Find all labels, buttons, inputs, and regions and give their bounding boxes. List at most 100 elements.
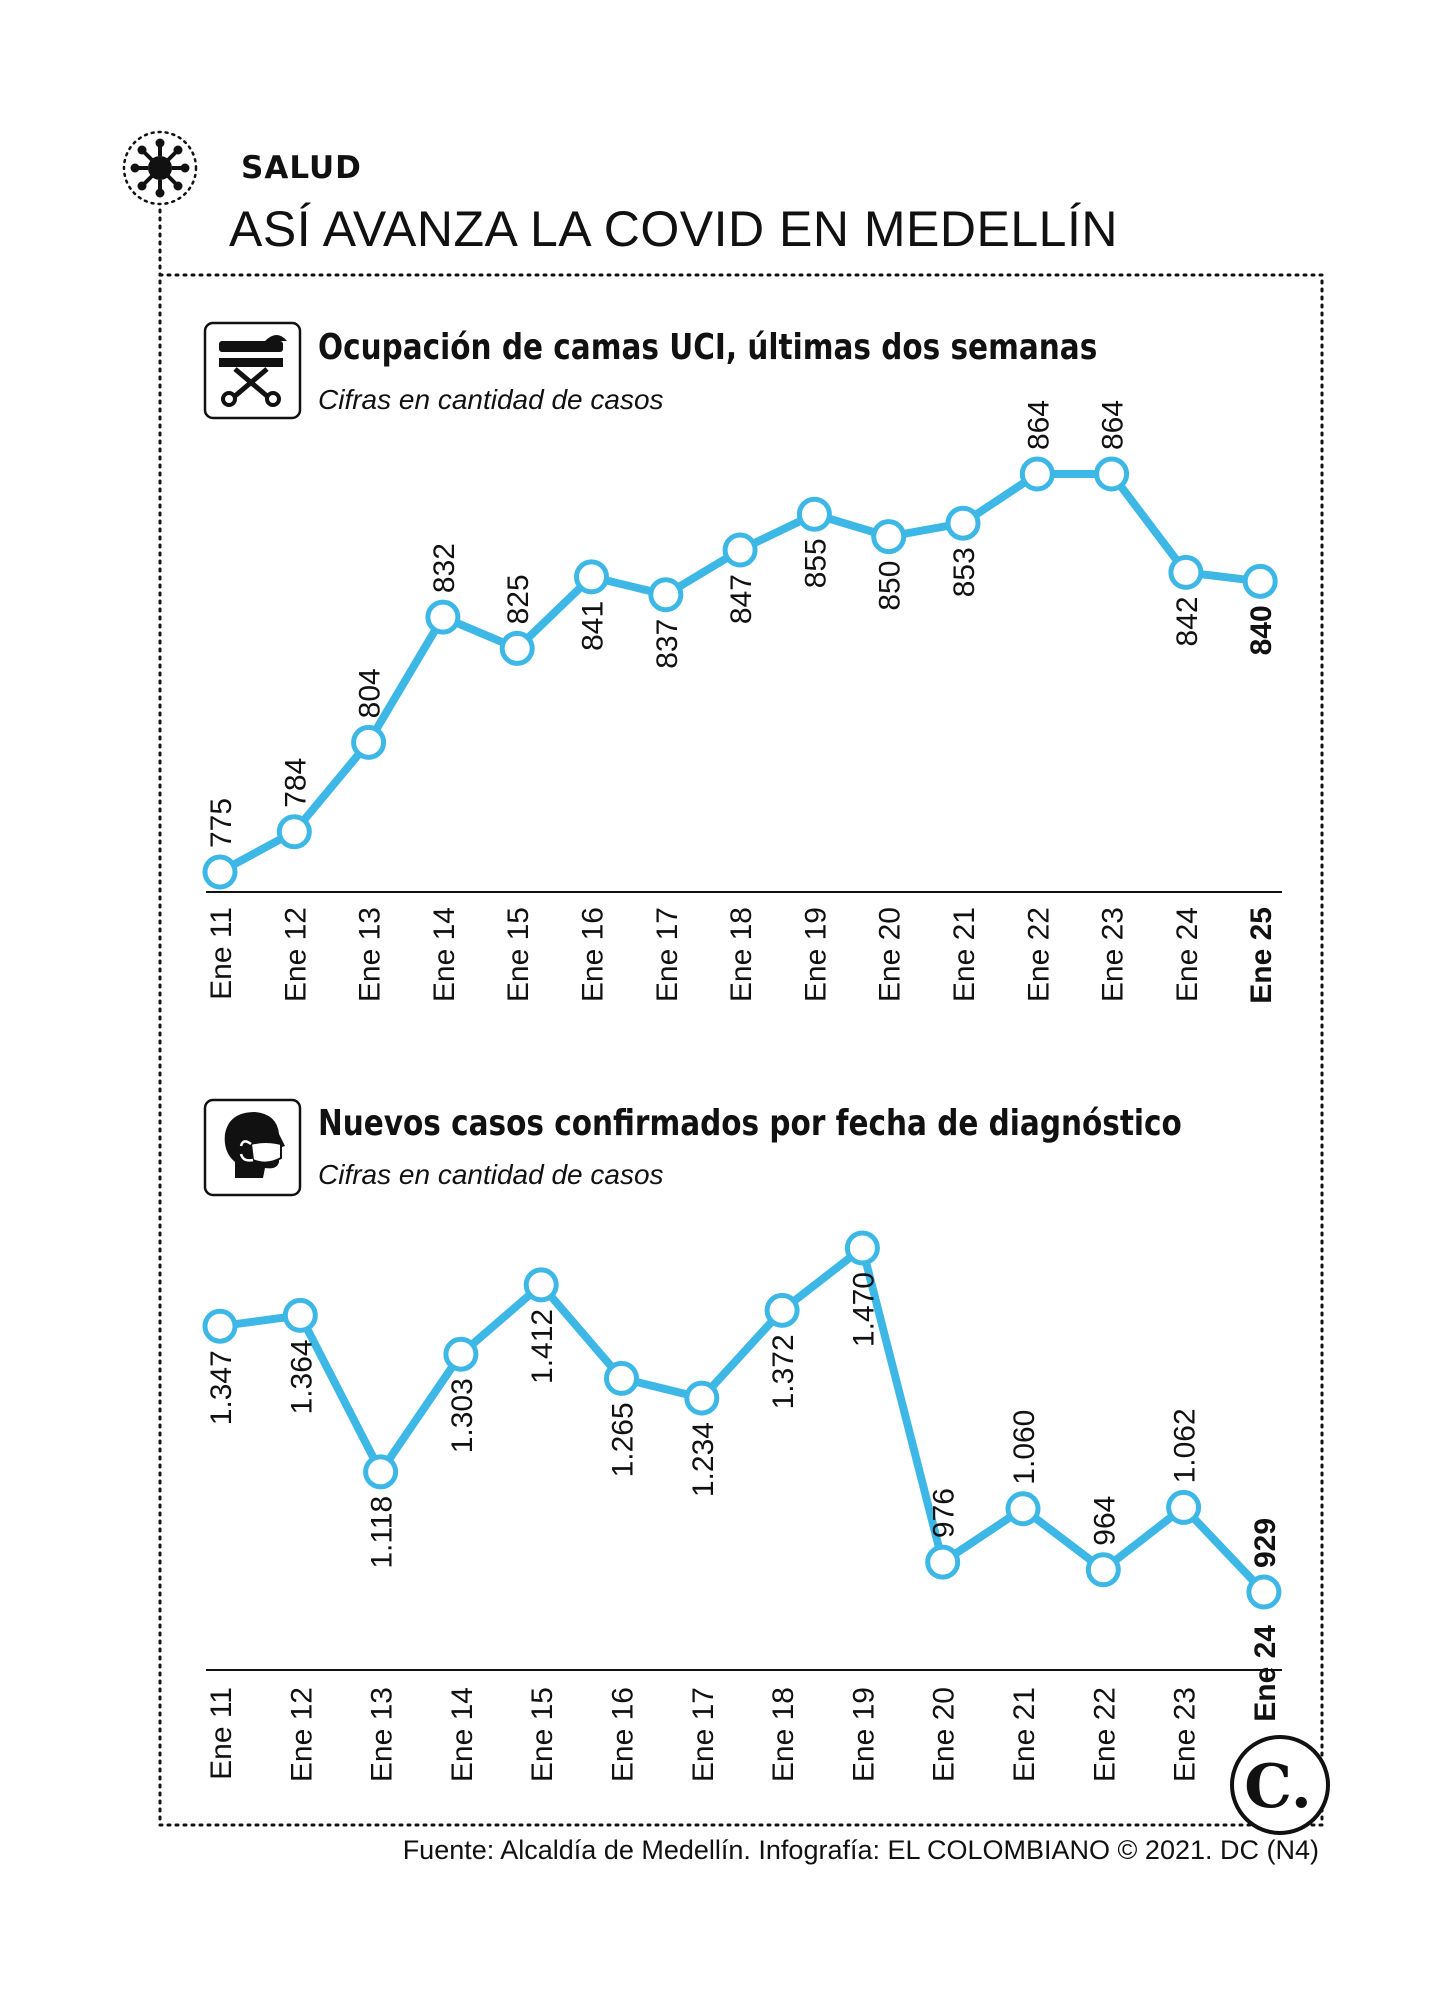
- chart2-value-label: 1.060: [1008, 1410, 1041, 1485]
- chart1-value-label: 864: [1097, 400, 1130, 450]
- chart1-value-label: 864: [1022, 400, 1055, 450]
- chart2-category-label: Ene 19: [847, 1687, 880, 1782]
- chart2-point: [1166, 1489, 1202, 1525]
- chart1-value-label: 841: [577, 601, 610, 651]
- chart2-value-label: 1.303: [446, 1378, 479, 1453]
- chart2-subtitle: Cifras en cantidad de casos: [318, 1159, 664, 1190]
- chart2-value-label: 1.265: [607, 1402, 640, 1477]
- chart2-category-label: Ene 14: [446, 1687, 479, 1782]
- chart1-category-label: Ene 22: [1022, 907, 1055, 1002]
- chart1-category-label: Ene 17: [651, 907, 684, 1002]
- chart2-value-label: 1.062: [1169, 1408, 1202, 1483]
- chart1-category-label: Ene 11: [205, 907, 238, 1000]
- chart2-value-label: 1.118: [366, 1496, 399, 1569]
- chart1-title: Ocupación de camas UCI, últimas dos sema…: [318, 327, 1098, 368]
- chart2-category-label: Ene 13: [366, 1687, 399, 1782]
- chart1-point: [648, 577, 684, 613]
- chart1-point: [351, 724, 387, 760]
- chart2-point: [523, 1267, 559, 1303]
- chart1-point: [1168, 554, 1204, 590]
- chart1-value-label: 850: [874, 561, 907, 611]
- chart2-category-label: Ene 17: [687, 1687, 720, 1782]
- chart2-point: [202, 1308, 238, 1344]
- chart1-value-label: 842: [1171, 596, 1204, 646]
- el-colombiano-logo: C.: [1230, 1735, 1330, 1835]
- chart2-value-label: 964: [1088, 1496, 1121, 1546]
- chart2-value-label: 1.234: [687, 1422, 720, 1497]
- chart2-category-label: Ene 22: [1088, 1687, 1121, 1782]
- chart1-subtitle: Cifras en cantidad de casos: [318, 384, 664, 415]
- section-label: SALUD: [241, 150, 362, 186]
- page-title: ASÍ AVANZA LA COVID EN MEDELLÍN: [229, 201, 1118, 257]
- dotted-frame: [158, 273, 1324, 1827]
- chart2-point: [282, 1297, 318, 1333]
- chart2-point: [1085, 1552, 1121, 1588]
- chart1-value-label: 840: [1245, 605, 1278, 655]
- chart2-title: Nuevos casos confirmados por fecha de di…: [318, 1103, 1182, 1144]
- chart1-category-label: Ene 19: [799, 907, 832, 1002]
- chart1-value-label: 784: [279, 758, 312, 808]
- chart1-category-label: Ene 14: [428, 907, 461, 1002]
- chart1-value-label: 825: [502, 574, 535, 624]
- stretcher-icon: [203, 321, 302, 420]
- chart2-value-label: 1.372: [767, 1334, 800, 1409]
- chart1-plot: 775 Ene 11 784 Ene 12 804 Ene 13 832 Ene 14 825 E…: [202, 400, 1278, 1004]
- chart1-point: [1019, 456, 1055, 492]
- virus-icon: [122, 130, 198, 206]
- chart1-value-label: 837: [651, 619, 684, 669]
- chart2-category-label: Ene 21: [1008, 1687, 1041, 1782]
- chart1-value-label: 804: [354, 668, 387, 718]
- chart1-point: [945, 505, 981, 541]
- chart1-point: [871, 519, 907, 555]
- chart1-category-label: Ene 23: [1097, 907, 1130, 1002]
- source-footer: Fuente: Alcaldía de Medellín. Infografía…: [402, 1835, 1319, 1865]
- face-mask-icon: [203, 1098, 302, 1197]
- chart1-point: [425, 599, 461, 635]
- chart2-value-label: 1.412: [526, 1309, 559, 1384]
- chart2-point: [1005, 1491, 1041, 1527]
- chart2-plot: 1.347 Ene 11 1.364 Ene 12 1.118 Ene 13 1.303 En…: [202, 1230, 1282, 1782]
- chart2-category-label: Ene 23: [1169, 1687, 1202, 1782]
- chart1-point: [1094, 456, 1130, 492]
- chart1-value-label: 847: [725, 574, 758, 624]
- chart2-value-label: 929: [1249, 1518, 1282, 1568]
- chart1-value-label: 855: [799, 538, 832, 588]
- chart1-category-label: Ene 25: [1245, 907, 1278, 1004]
- chart1-point: [574, 559, 609, 595]
- chart2-point: [363, 1454, 399, 1490]
- chart2-category-label: Ene 15: [526, 1687, 559, 1782]
- chart1-point: [722, 532, 758, 568]
- chart1-category-label: Ene 21: [948, 907, 981, 1002]
- chart1-value-label: 853: [948, 547, 981, 597]
- chart2-point: [844, 1230, 880, 1266]
- chart2-value-label: 1.364: [285, 1339, 318, 1414]
- chart1-category-label: Ene 13: [354, 907, 387, 1002]
- chart2-category-label: Ene 18: [767, 1687, 800, 1782]
- chart2-point: [764, 1292, 800, 1328]
- chart2-point: [925, 1544, 961, 1580]
- chart2-point: [684, 1380, 720, 1416]
- logo-text: C.: [1244, 1752, 1312, 1822]
- chart1-point: [1242, 563, 1278, 599]
- chart2-category-label: Ene 16: [607, 1687, 640, 1782]
- chart2-category-label: Ene 20: [928, 1687, 961, 1782]
- chart1-category-label: Ene 16: [577, 907, 610, 1002]
- chart2-point: [443, 1336, 479, 1372]
- chart1-category-label: Ene 24: [1171, 907, 1204, 1002]
- chart2-category-label: Ene 11: [205, 1687, 238, 1780]
- chart1-value-label: 775: [205, 798, 238, 848]
- chart1-point: [796, 496, 832, 532]
- chart1-category-label: Ene 12: [279, 907, 312, 1002]
- chart1-point: [202, 854, 238, 890]
- chart2-point: [604, 1360, 639, 1396]
- chart1-category-label: Ene 20: [874, 907, 907, 1002]
- chart1-point: [276, 814, 312, 850]
- chart1-value-label: 832: [428, 543, 461, 593]
- chart1-point: [499, 630, 535, 666]
- chart2-value-label: 1.347: [205, 1350, 238, 1425]
- chart1-category-label: Ene 18: [725, 907, 758, 1002]
- chart1-category-label: Ene 15: [502, 907, 535, 1002]
- chart2-point: [1246, 1574, 1282, 1610]
- chart2-category-label: Ene 24: [1249, 1625, 1282, 1722]
